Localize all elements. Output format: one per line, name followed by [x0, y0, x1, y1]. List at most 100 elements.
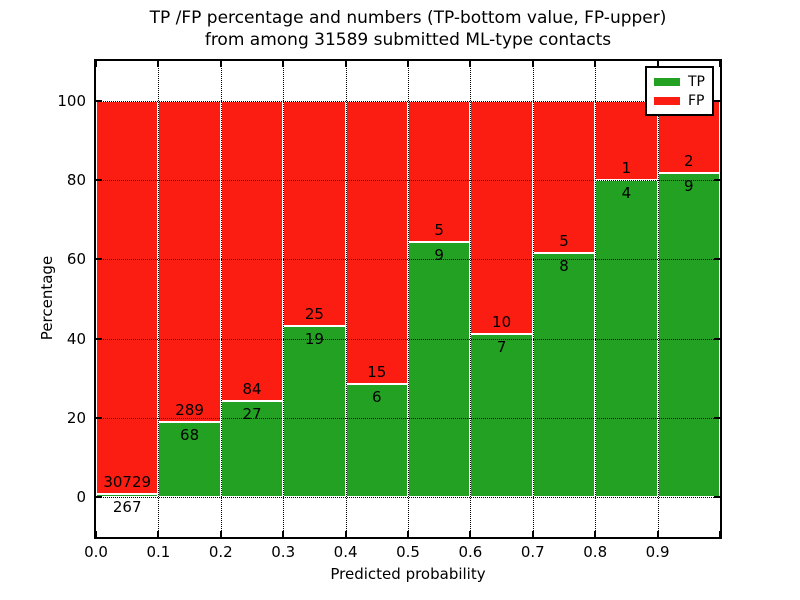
bar-count-label-fp: 5: [559, 232, 569, 251]
gridline-vertical: [595, 61, 597, 537]
x-tick-top: [531, 61, 534, 67]
legend-swatch-fp-icon: [654, 96, 680, 105]
bar-segment-fp: [96, 100, 159, 494]
bar-count-label-fp: 15: [367, 363, 387, 381]
legend-swatch-tp-icon: [654, 77, 680, 86]
bar-segment-tp: [158, 421, 221, 498]
y-axis-label: Percentage: [38, 255, 56, 341]
x-axis-label: Predicted probability: [330, 565, 486, 583]
x-tick-top: [469, 61, 472, 67]
bar-segment-tp: [470, 334, 533, 498]
bar-count-label-fp: 289: [175, 400, 204, 419]
legend-item-tp: TP: [654, 72, 712, 91]
bar-count-label-fp: 5: [434, 221, 444, 240]
bar-count-label-fp: 84: [242, 379, 262, 398]
gridline-vertical: [657, 61, 659, 537]
y-tick-right: [714, 179, 720, 181]
bar-count-label-tp: 27: [242, 404, 262, 423]
bar-count-label-tp: 9: [684, 176, 694, 195]
x-tick-top: [719, 61, 721, 67]
bar-count-label-tp: 9: [434, 246, 444, 265]
bar-count-label-tp: 6: [372, 388, 382, 406]
x-tick: [282, 531, 285, 537]
legend-item-fp: FP: [654, 91, 712, 110]
legend-label-fp: FP: [688, 92, 705, 109]
y-tick: [96, 258, 102, 261]
y-tick-label: 0: [76, 488, 86, 507]
x-tick-label: 0.2: [208, 543, 233, 561]
x-tick-label: 0.8: [583, 543, 608, 561]
x-tick-top: [594, 61, 597, 67]
y-tick-label: 100: [57, 91, 86, 110]
chart-title: TP /FP percentage and numbers (TP-bottom…: [96, 7, 720, 51]
x-tick-top: [656, 61, 659, 67]
x-tick: [219, 531, 222, 537]
x-tick-label: 0.4: [333, 543, 358, 561]
bar-segment-tp: [345, 384, 408, 498]
bar-count-label-tp: 19: [304, 330, 324, 349]
bar-segment-fp: [408, 100, 471, 243]
x-tick: [594, 531, 597, 537]
y-tick: [96, 417, 102, 419]
x-tick: [656, 531, 659, 537]
bar-segment-tp: [96, 493, 159, 498]
y-tick-right: [714, 258, 720, 261]
bar-segment-fp: [532, 100, 596, 254]
y-tick: [96, 337, 102, 340]
x-tick-label: 0.9: [645, 543, 670, 561]
chart-title-line1: TP /FP percentage and numbers (TP-bottom…: [149, 8, 667, 28]
x-tick: [719, 531, 721, 537]
x-tick: [95, 531, 97, 537]
bar-count-label-fp: 2: [684, 151, 694, 170]
x-tick: [407, 531, 409, 537]
x-tick: [469, 531, 472, 537]
x-tick-label: 0.3: [271, 543, 296, 561]
bar-count-label-fp: 30729: [103, 472, 152, 491]
bar-segment-fp: [345, 100, 408, 384]
x-tick-top: [95, 61, 97, 67]
bar-count-label-tp: 7: [496, 338, 507, 356]
bar-segment-tp: [283, 326, 346, 498]
bar-count-label-tp: 68: [180, 425, 200, 444]
x-tick: [344, 531, 347, 537]
y-tick-label: 20: [66, 409, 86, 427]
bar-count-label-tp: 267: [112, 497, 142, 516]
x-tick-top: [282, 61, 285, 67]
bar-segment-tp: [408, 242, 471, 498]
legend: TP FP: [645, 66, 714, 116]
y-tick-label: 40: [66, 329, 86, 348]
plot-area: [94, 59, 722, 539]
gridline-vertical: [470, 61, 472, 537]
y-tick-label: 80: [66, 171, 86, 189]
x-tick-top: [157, 61, 160, 67]
y-tick: [96, 99, 102, 102]
bar-segment-tp: [220, 400, 284, 498]
gridline-vertical: [408, 61, 409, 537]
x-tick-label: 0.6: [458, 543, 483, 561]
y-tick-right: [714, 417, 720, 419]
y-tick-label: 60: [66, 250, 86, 269]
y-tick: [96, 496, 102, 499]
x-tick-label: 0.0: [84, 543, 108, 561]
bar-segment-tp: [532, 253, 596, 498]
x-tick-label: 0.7: [520, 543, 545, 561]
x-tick: [157, 531, 160, 537]
x-tick-top: [219, 61, 222, 67]
bar-count-label-fp: 10: [492, 313, 512, 331]
y-tick-right: [714, 337, 720, 340]
bar-count-label-tp: 4: [621, 184, 632, 202]
x-tick: [531, 531, 534, 537]
legend-label-tp: TP: [688, 73, 705, 90]
x-tick-top: [407, 61, 409, 67]
gridline-vertical: [532, 61, 534, 537]
gridline-vertical: [220, 61, 222, 537]
chart-title-line2: from among 31589 submitted ML-type conta…: [204, 30, 612, 50]
x-tick-label: 0.5: [396, 543, 420, 561]
x-tick-label: 0.1: [146, 543, 171, 561]
gridline-vertical: [158, 61, 160, 537]
gridline-vertical: [345, 61, 347, 537]
bar-count-label-fp: 1: [621, 159, 632, 177]
y-tick: [96, 179, 102, 181]
bar-segment-fp: [470, 100, 533, 334]
